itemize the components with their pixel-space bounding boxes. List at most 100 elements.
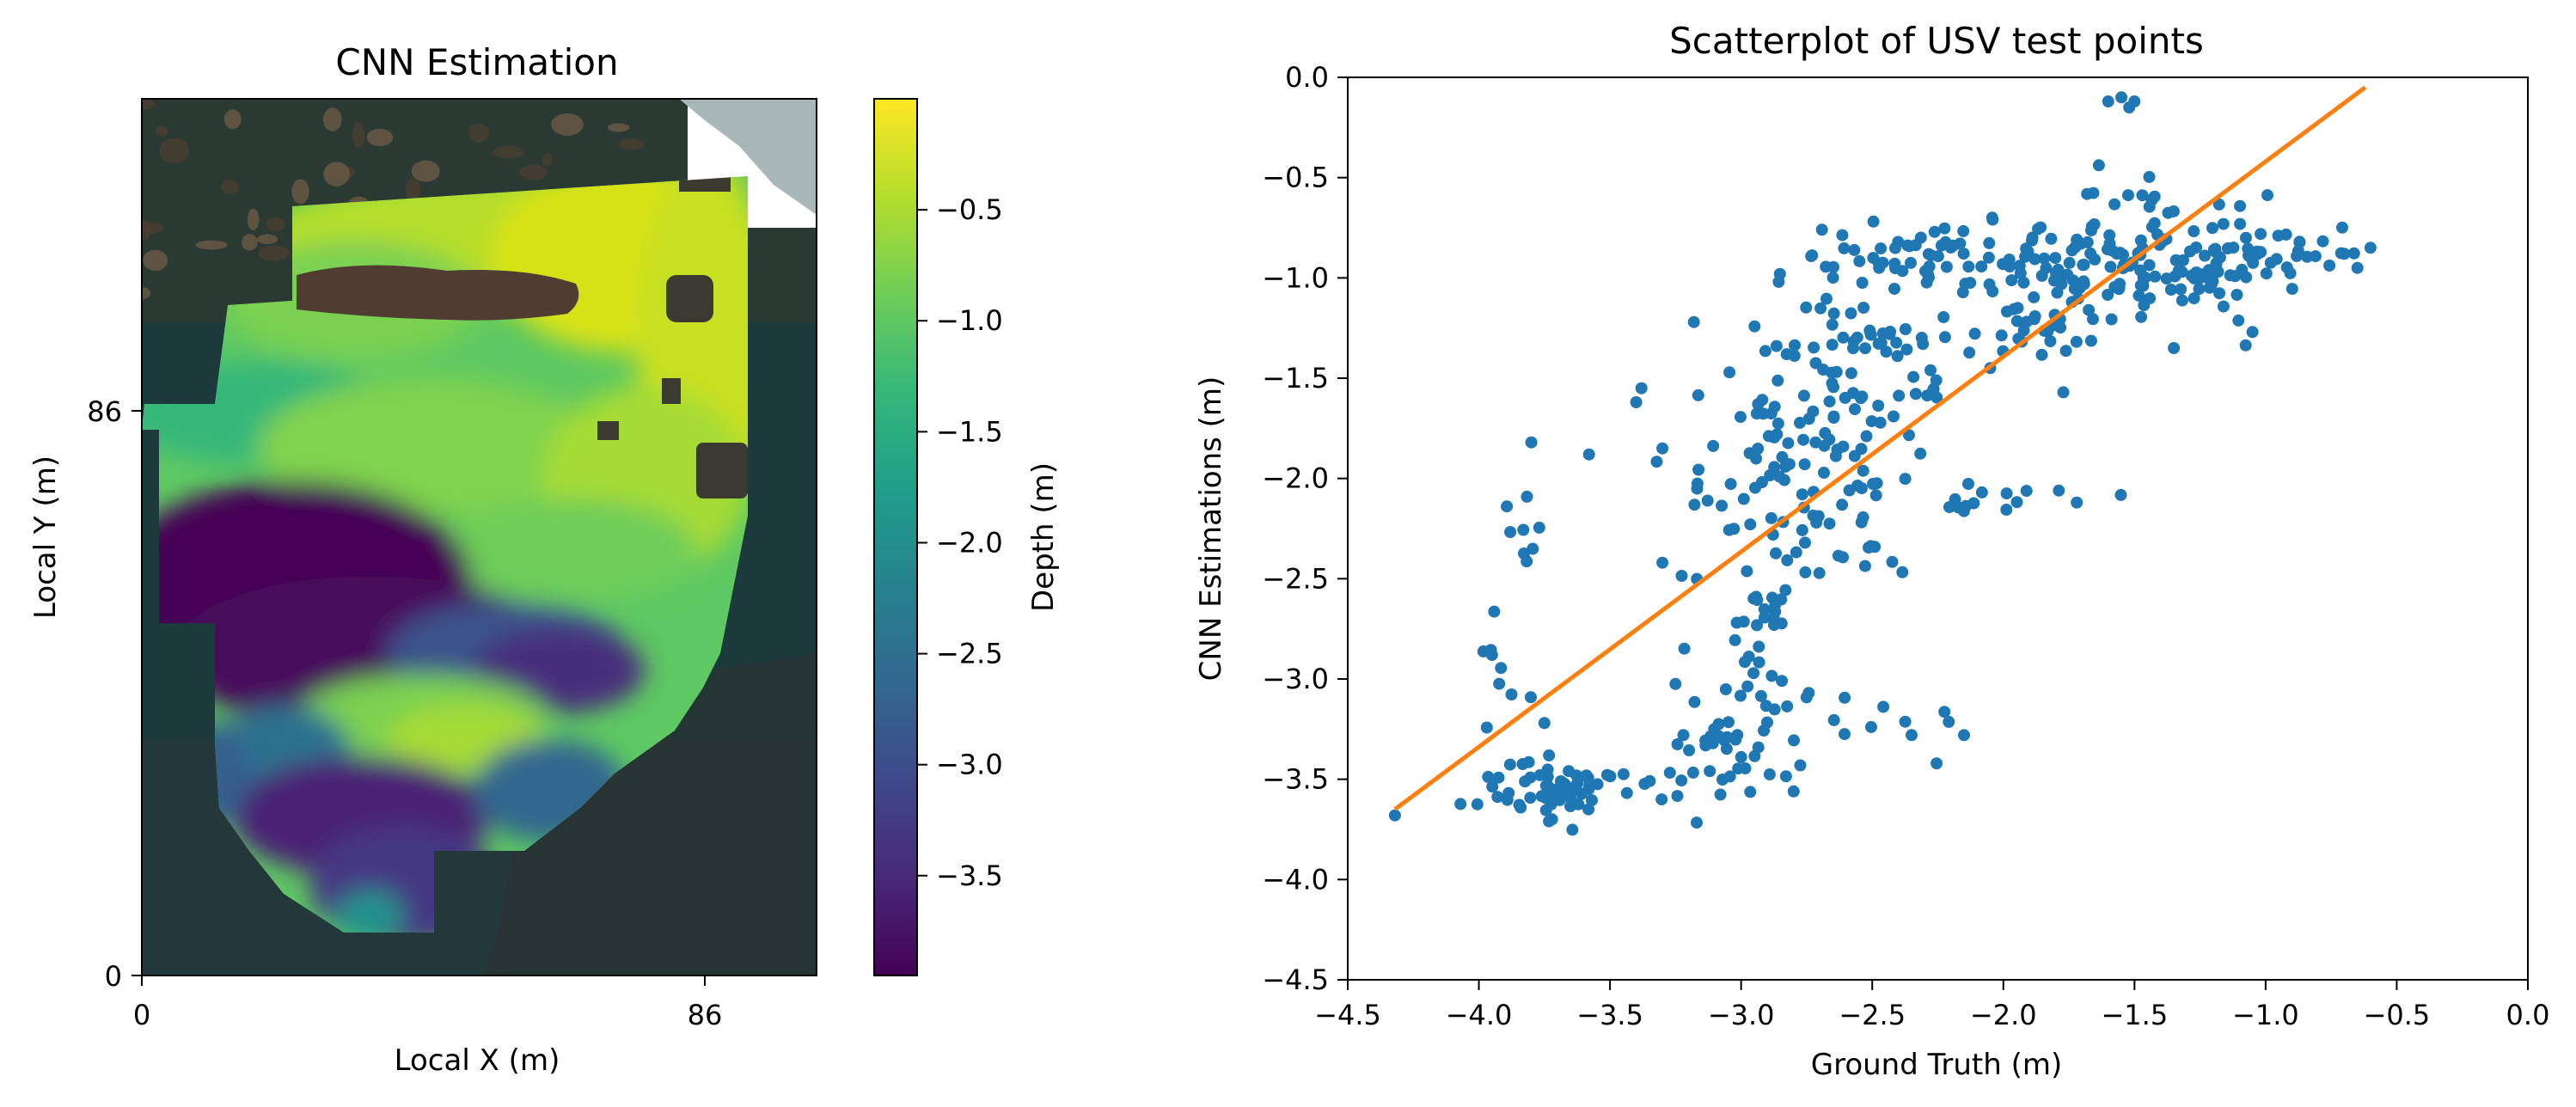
scatter-points <box>1388 91 2377 836</box>
depth-map-panel: CNN Estimation <box>28 41 817 1078</box>
scatter-point <box>1704 765 1716 778</box>
scatter-point <box>2260 267 2273 280</box>
scatter-point <box>1794 759 1807 772</box>
scatter-point <box>1675 774 1688 787</box>
scatter-point <box>2114 488 2127 501</box>
scatter-point <box>1752 443 1765 455</box>
scatter-point <box>1830 365 1843 378</box>
scatter-point <box>1799 536 1811 549</box>
scatter-point <box>2010 496 2023 509</box>
scatter-point <box>1949 492 1961 505</box>
scatter-point <box>1836 229 1849 242</box>
scatter-ytick-label: −4.0 <box>1262 863 1329 896</box>
scatter-point <box>1688 695 1701 708</box>
scatter-point <box>1480 721 1493 734</box>
scatter-point <box>1586 794 1598 807</box>
scatter-point <box>1856 277 1869 289</box>
scatter-point <box>1748 749 1761 762</box>
scatter-point <box>1845 367 1857 380</box>
scatter-point <box>2092 159 2105 172</box>
scatter-point <box>1482 770 1495 783</box>
scatter-point <box>1858 560 1871 572</box>
scatter-point <box>1732 762 1745 775</box>
scatter-point <box>1860 430 1873 443</box>
scatter-point <box>1982 251 1995 264</box>
scatter-point <box>1800 301 1813 314</box>
scatter-point <box>1533 521 1545 534</box>
scatter-point <box>1856 482 1868 494</box>
scatter-point <box>2230 289 2243 301</box>
scatter-point <box>1954 237 1967 250</box>
scatter-point <box>1566 823 1579 836</box>
scatter-point <box>2285 283 2298 296</box>
scatter-point <box>1656 556 1669 569</box>
scatter-point <box>1859 342 1871 355</box>
scatter-point <box>2187 292 2200 305</box>
scatter-point <box>2114 247 2126 260</box>
scatter-point <box>1687 315 1700 328</box>
scatter-point <box>1820 292 1833 305</box>
scatter-point <box>1869 541 1882 554</box>
scatter-point <box>1741 680 1754 693</box>
scatter-point <box>2160 272 2173 285</box>
scatter-point <box>2038 252 2051 265</box>
scatter-point <box>1671 738 1684 750</box>
scatter-point <box>2239 339 2252 352</box>
scatter-point <box>2122 189 2134 202</box>
scatter-point <box>1905 256 1917 269</box>
scatter-point <box>2132 289 2145 302</box>
scatter-point <box>2190 242 2203 254</box>
scatter-point <box>1849 403 1861 416</box>
scatter-point <box>1968 327 1981 340</box>
scatter-point <box>1720 743 1733 755</box>
scatter-point <box>1454 798 1467 810</box>
scatter-point <box>1504 526 1517 538</box>
scatter-point <box>2187 225 2200 237</box>
scatter-ytick-label: 0.0 <box>1285 61 1329 94</box>
scatter-point <box>2020 485 2033 498</box>
scatter-point <box>1737 492 1750 505</box>
scatter-point <box>2049 252 2062 265</box>
scatter-point <box>1903 429 1915 442</box>
scatter-point <box>2020 242 2033 255</box>
scatter-point <box>1723 366 1736 379</box>
scatter-point <box>1839 728 1851 741</box>
scatter-point <box>1521 490 1533 503</box>
map-ylabel: Local Y (m) <box>28 456 63 619</box>
scatter-point <box>1744 786 1757 798</box>
scatter-point <box>2087 187 2100 199</box>
scatter-point <box>1583 778 1596 791</box>
scatter-point <box>1714 788 1727 801</box>
scatter-point <box>1790 546 1802 559</box>
scatter-point <box>2316 235 2329 248</box>
scatter-point <box>1986 285 1999 297</box>
scatter-point <box>2347 247 2360 260</box>
scatter-point <box>1731 729 1744 742</box>
scatter-x-ticks: −4.5 −4.0 −3.5 −3.0 −2.5 −2.0 −1.5 −1.0 −0.5 0.0 <box>1314 980 2549 1031</box>
scatter-point <box>1722 716 1735 729</box>
scatter-point <box>1869 489 1882 502</box>
scatter-point <box>1853 254 1866 267</box>
scatter-point <box>1543 749 1556 761</box>
scatter-point <box>1867 215 1880 228</box>
scatter-point <box>1914 447 1927 460</box>
scatter-xtick-label: −1.5 <box>2101 999 2168 1031</box>
scatter-point <box>1630 396 1643 408</box>
scatter-point <box>1931 250 1944 263</box>
scatter-point <box>2229 270 2242 283</box>
scatter-point <box>1818 467 1830 479</box>
scatter-point <box>2206 222 2218 235</box>
scatter-point <box>1781 554 1794 566</box>
scatter-ytick-label: −1.5 <box>1262 362 1329 394</box>
scatter-point <box>1655 793 1668 806</box>
scatter-point <box>1909 388 1922 401</box>
scatter-point <box>2108 198 2121 211</box>
scatter-point <box>1501 500 1514 513</box>
scatter-point <box>2168 342 2181 354</box>
scatter-title: Scatterplot of USV test points <box>1669 20 2204 62</box>
scatter-point <box>1675 570 1688 582</box>
scatter-point <box>2057 386 2070 399</box>
scatter-point <box>1963 346 1976 359</box>
scatter-point <box>2149 270 2162 283</box>
scatter-point <box>2077 259 2090 272</box>
